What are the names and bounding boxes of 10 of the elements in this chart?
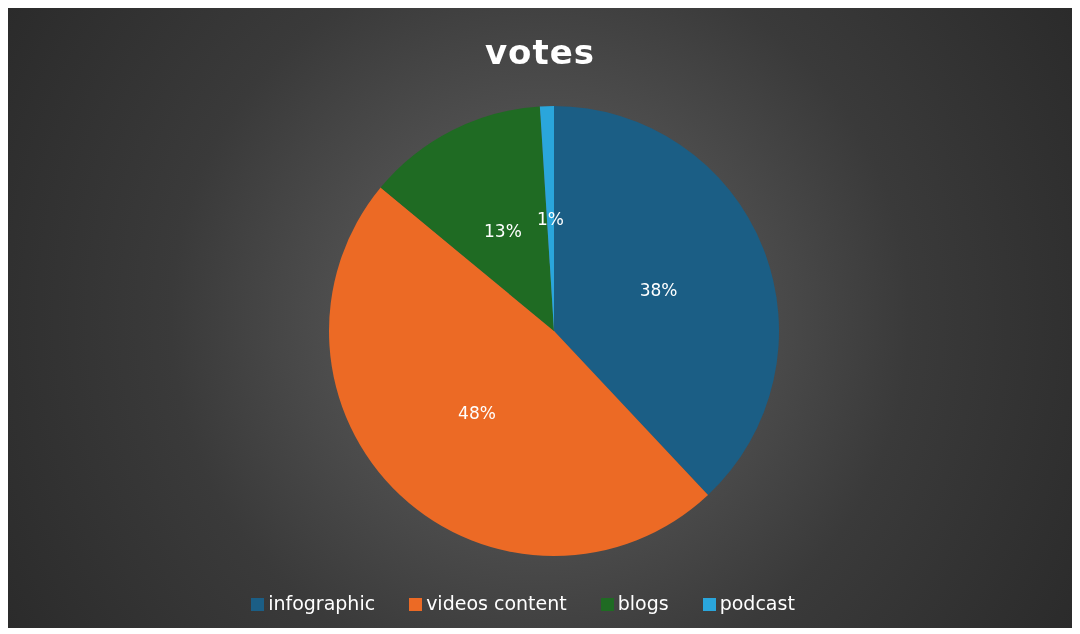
legend-label: infographic — [268, 592, 376, 614]
legend-label: podcast — [719, 592, 795, 614]
pie-slice — [329, 187, 709, 556]
legend-label: blogs — [617, 592, 669, 614]
legend-label: videos content — [426, 592, 567, 614]
data-label: 38% — [639, 279, 678, 300]
chart-title: votes — [483, 32, 597, 72]
data-label: 1% — [536, 208, 564, 229]
data-label: 13% — [484, 220, 522, 241]
data-label: 48% — [458, 403, 496, 424]
